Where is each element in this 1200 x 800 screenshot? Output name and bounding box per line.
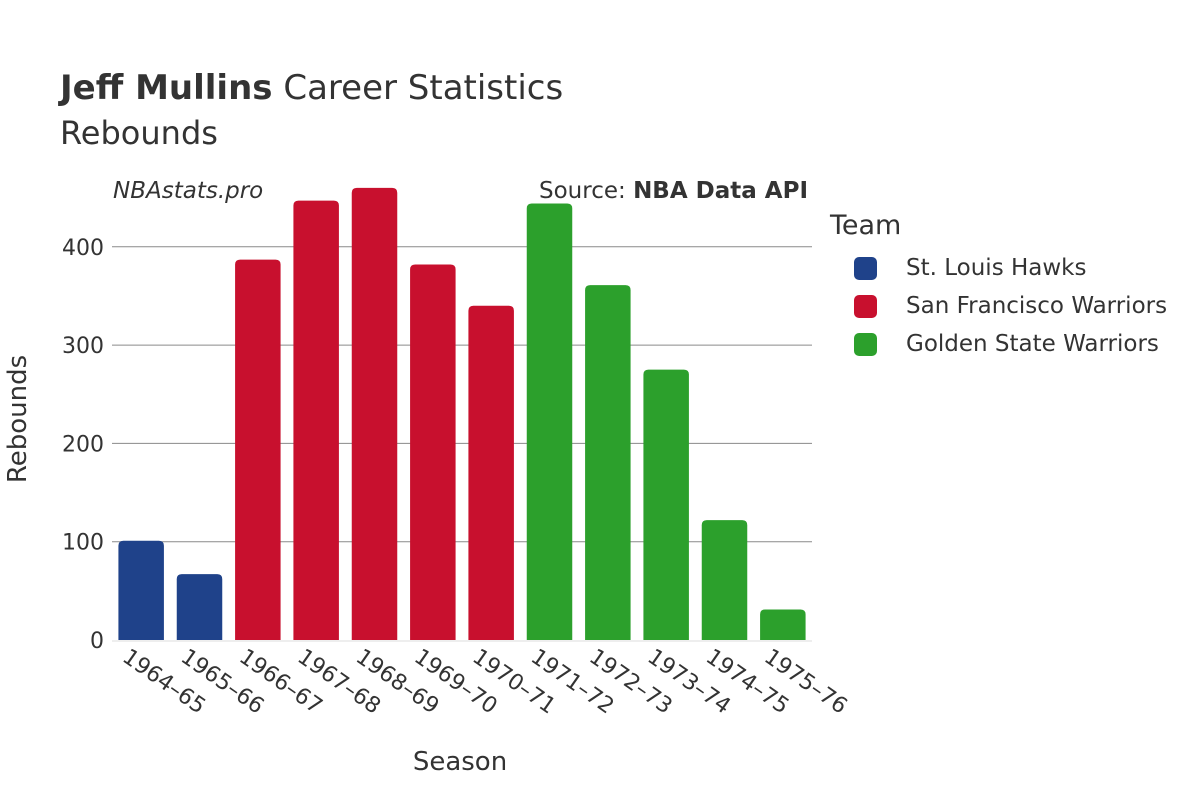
- bar: [760, 609, 806, 640]
- bar: [293, 200, 339, 641]
- bar: [585, 285, 631, 640]
- bar: [701, 520, 748, 640]
- chart-subtitle: Rebounds: [60, 114, 218, 152]
- legend-swatch: [854, 256, 877, 280]
- legend: Team St. Louis Hawks San Francisco Warri…: [830, 210, 1167, 363]
- legend-swatch: [854, 332, 877, 356]
- y-tick-label: 400: [62, 236, 104, 261]
- legend-item-st-louis-hawks[interactable]: St. Louis Hawks: [854, 249, 1167, 287]
- bar: [176, 574, 223, 640]
- bar: [351, 187, 398, 641]
- bar: [526, 203, 573, 641]
- y-tick-label: 0: [90, 629, 104, 654]
- legend-label: St. Louis Hawks: [906, 255, 1087, 281]
- legend-label: Golden State Warriors: [906, 331, 1159, 357]
- y-tick-label: 200: [62, 432, 104, 457]
- title-rest: Career Statistics: [272, 68, 564, 108]
- source-credit: Source: NBA Data API: [539, 178, 808, 204]
- y-tick-label: 300: [62, 334, 104, 359]
- bar: [468, 305, 514, 640]
- source-name: NBA Data API: [633, 178, 808, 204]
- y-axis-title: Rebounds: [3, 355, 33, 483]
- bar: [235, 259, 281, 640]
- site-name: NBAstats.pro: [113, 178, 264, 204]
- legend-swatch: [854, 294, 877, 318]
- bar: [118, 540, 164, 640]
- legend-title: Team: [830, 210, 902, 241]
- bar: [410, 264, 456, 640]
- legend-item-golden-state-warriors[interactable]: Golden State Warriors: [854, 325, 1167, 363]
- source-prefix: Source:: [539, 178, 634, 204]
- legend-label: San Francisco Warriors: [906, 293, 1168, 319]
- x-axis-title: Season: [413, 747, 507, 777]
- bar: [643, 369, 689, 640]
- chart-title: Jeff Mullins Career Statistics: [60, 68, 563, 108]
- player-name: Jeff Mullins: [60, 68, 273, 108]
- legend-item-san-francisco-warriors[interactable]: San Francisco Warriors: [854, 287, 1167, 325]
- y-tick-label: 100: [62, 531, 104, 556]
